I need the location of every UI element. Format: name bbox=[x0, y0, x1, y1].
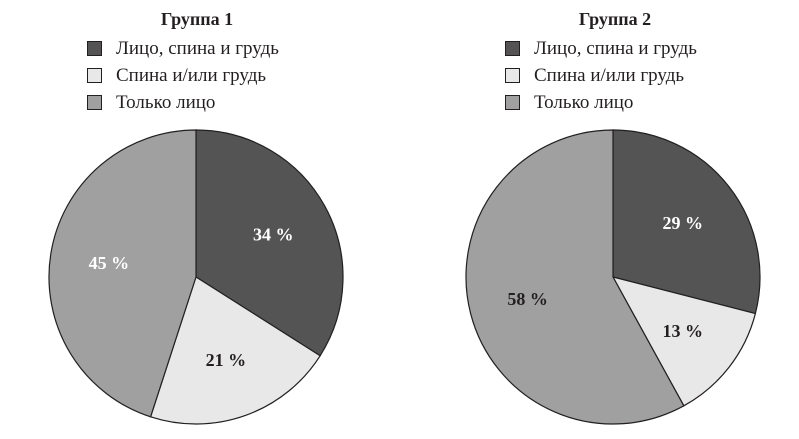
pie-slice bbox=[612, 129, 761, 315]
pie-chart: 34 % 21 % 45 % bbox=[48, 129, 344, 425]
legend-swatch bbox=[87, 41, 102, 56]
legend-item: Спина и/или грудь bbox=[505, 62, 697, 89]
pie-slice bbox=[149, 276, 321, 425]
legend-label: Только лицо bbox=[534, 92, 634, 113]
legend-label: Спина и/или грудь bbox=[116, 65, 267, 86]
slice-value-label: 21 % bbox=[206, 350, 247, 370]
legend-item: Лицо, спина и грудь bbox=[87, 35, 279, 62]
legend-item: Лицо, спина и грудь bbox=[505, 35, 697, 62]
slice-value-label: 13 % bbox=[662, 321, 703, 341]
legend-swatch bbox=[87, 68, 102, 83]
legend-swatch bbox=[505, 41, 520, 56]
pie-chart: 29 % 13 % 58 % bbox=[465, 129, 761, 425]
chart-group-1: Группа 1 Лицо, спина и грудь Спина и/или… bbox=[48, 9, 344, 425]
legend: Лицо, спина и грудь Спина и/или грудь То… bbox=[505, 35, 697, 116]
slice-value-label: 29 % bbox=[662, 213, 703, 233]
legend-swatch bbox=[505, 68, 520, 83]
legend-label: Лицо, спина и грудь bbox=[534, 38, 697, 59]
pie-slice bbox=[195, 129, 344, 357]
pie-slice bbox=[611, 276, 757, 407]
chart-title: Группа 2 bbox=[578, 9, 652, 29]
chart-group-2: Группа 2 Лицо, спина и грудь Спина и/или… bbox=[418, 0, 799, 439]
legend-label: Только лицо bbox=[116, 92, 216, 113]
legend-label: Лицо, спина и грудь bbox=[116, 38, 279, 59]
slice-value-label: 45 % bbox=[89, 253, 130, 273]
legend-item: Только лицо bbox=[505, 89, 697, 116]
legend-item: Только лицо bbox=[87, 89, 279, 116]
pie-slice bbox=[465, 129, 685, 425]
legend-swatch bbox=[505, 95, 520, 110]
pie-slice bbox=[48, 129, 197, 418]
slice-value-label: 34 % bbox=[253, 225, 294, 245]
slice-value-label: 58 % bbox=[507, 289, 548, 309]
legend-swatch bbox=[87, 95, 102, 110]
legend-item: Спина и/или грудь bbox=[87, 62, 279, 89]
chart-title: Группа 1 bbox=[160, 9, 234, 29]
legend-label: Спина и/или грудь bbox=[534, 65, 685, 86]
legend: Лицо, спина и грудь Спина и/или грудь То… bbox=[87, 35, 279, 116]
